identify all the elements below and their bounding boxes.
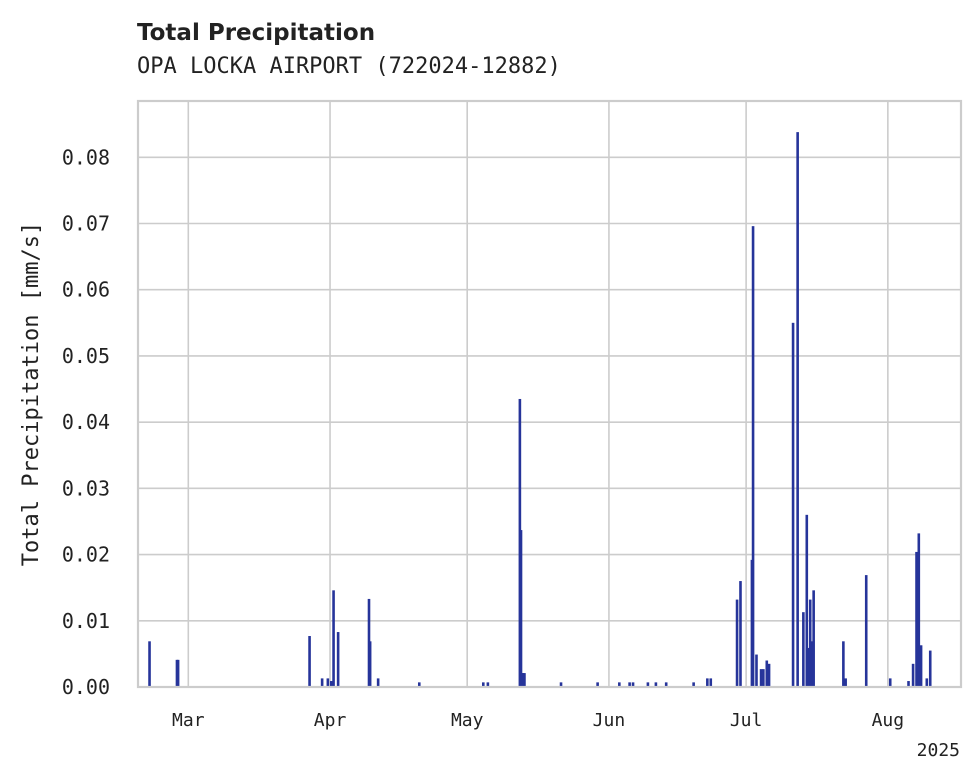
precip-bar bbox=[762, 669, 765, 687]
precip-bar bbox=[368, 641, 372, 687]
precip-bar bbox=[796, 132, 799, 687]
precip-bar bbox=[664, 682, 668, 687]
precip-bar bbox=[805, 514, 809, 687]
precip-bar bbox=[376, 678, 380, 687]
precip-bar bbox=[911, 663, 915, 687]
x-tick-label: Aug bbox=[872, 710, 905, 731]
precip-bar bbox=[176, 659, 180, 687]
y-tick-label: 0.08 bbox=[62, 145, 110, 169]
plot-area-border bbox=[136, 99, 963, 689]
precip-bar bbox=[915, 551, 918, 687]
precip-bar bbox=[332, 590, 335, 687]
y-tick-label: 0.03 bbox=[62, 476, 110, 500]
y-tick-label: 0.05 bbox=[62, 344, 110, 368]
precip-bar bbox=[320, 678, 324, 687]
y-axis-label: Total Precipitation [mm/s] bbox=[19, 222, 44, 566]
x-tick-label: Jul bbox=[730, 710, 763, 731]
precip-bar bbox=[767, 663, 771, 687]
precip-bar bbox=[618, 682, 621, 687]
precip-bar bbox=[907, 681, 910, 687]
x-axis-year-label: 2025 bbox=[917, 740, 960, 761]
x-tick-label: Mar bbox=[172, 710, 205, 731]
precip-bar bbox=[417, 682, 421, 687]
precip-bar bbox=[925, 678, 929, 687]
precip-bar bbox=[759, 669, 763, 687]
chart-subtitle: OPA LOCKA AIRPORT (722024-12882) bbox=[137, 54, 561, 79]
precip-bar bbox=[631, 682, 635, 687]
bar-series bbox=[148, 132, 932, 687]
precip-bar bbox=[791, 322, 795, 687]
precip-bar bbox=[559, 682, 563, 687]
precip-bar bbox=[735, 599, 739, 687]
y-tick-label: 0.06 bbox=[62, 278, 110, 302]
grid-lines bbox=[138, 101, 961, 687]
chart-title: Total Precipitation bbox=[137, 20, 375, 46]
y-axis-ticks: 0.00 0.01 0.02 0.03 0.04 0.05 0.06 0.07 0.08 bbox=[62, 145, 110, 699]
precip-bar bbox=[765, 660, 769, 687]
precip-bar bbox=[928, 650, 932, 687]
precip-bar bbox=[646, 682, 650, 687]
precip-bar bbox=[326, 678, 330, 687]
y-tick-label: 0.04 bbox=[62, 410, 110, 434]
precip-bar bbox=[755, 654, 758, 687]
precip-bar bbox=[654, 682, 658, 687]
precip-bar bbox=[706, 678, 709, 687]
precip-bar bbox=[812, 590, 815, 687]
precip-bar bbox=[329, 681, 333, 687]
precip-bar bbox=[482, 682, 485, 687]
y-tick-label: 0.07 bbox=[62, 211, 110, 235]
y-tick-label: 0.02 bbox=[62, 543, 110, 567]
precip-bar bbox=[628, 682, 631, 687]
precip-bar bbox=[519, 530, 523, 687]
x-tick-label: May bbox=[451, 710, 484, 731]
precip-bar bbox=[739, 581, 742, 687]
precip-bar bbox=[919, 645, 923, 687]
precip-bar bbox=[523, 673, 526, 687]
precip-bar bbox=[842, 641, 845, 687]
precip-bar bbox=[692, 682, 695, 687]
precip-bar bbox=[888, 678, 892, 687]
precip-bar bbox=[486, 682, 490, 687]
x-tick-label: Jun bbox=[593, 710, 626, 731]
precip-bar bbox=[802, 612, 805, 687]
precip-bar bbox=[336, 632, 340, 687]
x-axis-ticks: Mar Apr May Jun Jul Aug bbox=[172, 710, 904, 731]
precip-bar bbox=[148, 641, 151, 687]
precip-bar bbox=[864, 575, 868, 687]
precip-bar bbox=[844, 678, 847, 687]
y-tick-label: 0.01 bbox=[62, 609, 110, 633]
x-tick-label: Apr bbox=[314, 710, 347, 731]
precip-bar bbox=[751, 226, 755, 687]
y-tick-label: 0.00 bbox=[62, 675, 110, 699]
precip-bar bbox=[917, 533, 921, 687]
precip-bar bbox=[709, 678, 713, 687]
precip-bar bbox=[810, 641, 813, 687]
precip-bar bbox=[308, 636, 311, 687]
precip-bar bbox=[596, 682, 599, 687]
precip-bar bbox=[806, 647, 810, 687]
